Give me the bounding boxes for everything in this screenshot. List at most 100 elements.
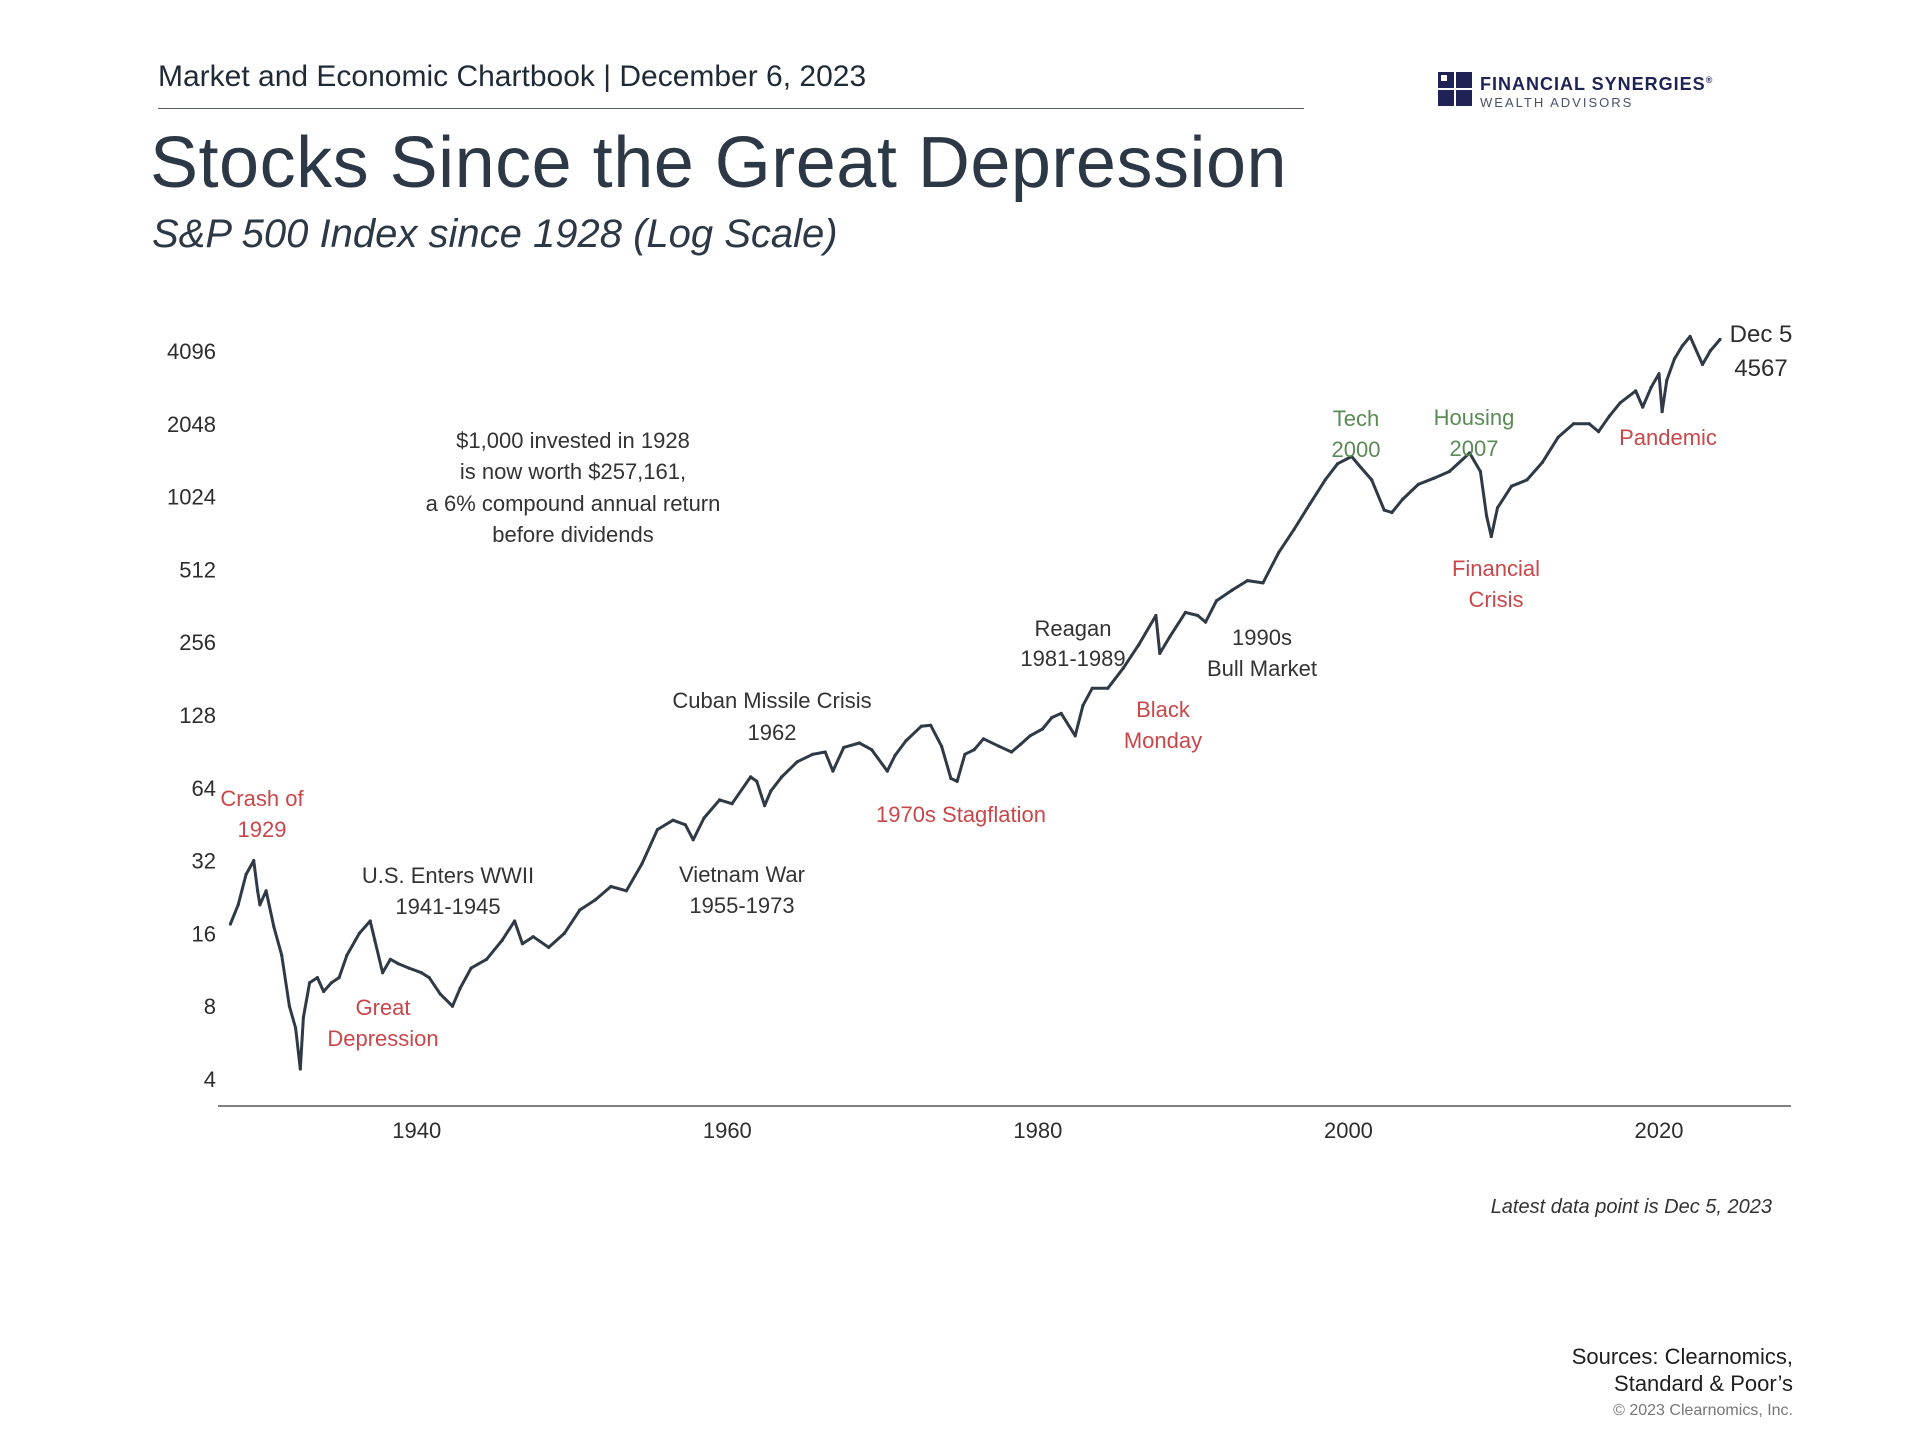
annotation-cuban-missile: Cuban Missile Crisis — [672, 688, 871, 713]
data-point — [1214, 599, 1219, 603]
data-point — [1660, 410, 1664, 414]
data-point — [609, 884, 613, 889]
data-point — [513, 919, 517, 923]
data-point — [1308, 502, 1312, 506]
annotation-invested-3: a 6% compound annual return — [426, 491, 721, 516]
annotation-black-monday-2: Monday — [1124, 728, 1202, 753]
logo-subtitle: WEALTH ADVISORS — [1480, 95, 1634, 110]
data-point — [1382, 508, 1386, 512]
annotation-tech-year: 2000 — [1332, 437, 1381, 462]
header-divider — [158, 108, 1304, 109]
annotation-stagflation: 1970s Stagflation — [876, 802, 1046, 827]
chartbook-header: Market and Economic Chartbook | December… — [158, 60, 867, 93]
data-point — [929, 723, 933, 727]
y-tick-label: 4096 — [167, 339, 216, 364]
data-point — [1607, 414, 1611, 418]
data-point — [893, 753, 897, 758]
data-point — [485, 957, 489, 961]
data-point — [280, 953, 284, 957]
data-point — [578, 908, 582, 912]
sources-line-1: Sources: Clearnomics, — [1571, 1344, 1793, 1369]
data-point — [500, 938, 504, 942]
data-point — [1230, 588, 1234, 592]
data-point — [1059, 711, 1063, 716]
data-point — [357, 931, 361, 936]
y-tick-label: 512 — [179, 557, 216, 582]
data-point — [419, 971, 423, 975]
annotation-great-depression: Great — [355, 995, 410, 1020]
data-point — [562, 931, 566, 936]
x-tick-label: 1940 — [392, 1118, 441, 1143]
data-point — [997, 744, 1001, 748]
data-point — [396, 962, 400, 966]
data-point — [780, 775, 784, 779]
latest-data-note: Latest data point is Dec 5, 2023 — [1490, 1196, 1772, 1218]
annotation-wwii-years: 1941-1945 — [395, 894, 500, 919]
data-point — [1073, 734, 1077, 738]
data-point — [1009, 750, 1014, 754]
data-point — [427, 976, 431, 980]
logo-registered: ® — [1705, 75, 1714, 85]
data-point — [1416, 482, 1420, 486]
data-point — [857, 741, 861, 745]
data-point — [811, 752, 815, 756]
data-point — [1447, 469, 1451, 474]
end-value-label: 4567 — [1734, 355, 1787, 382]
annotation-black-monday: Black — [1136, 697, 1191, 722]
data-point — [1432, 476, 1436, 480]
data-point — [1525, 478, 1529, 482]
data-point — [593, 898, 597, 902]
data-point — [1137, 643, 1141, 647]
data-point — [450, 1004, 455, 1008]
data-point — [1196, 613, 1200, 618]
data-point — [1121, 666, 1125, 670]
data-point — [407, 966, 411, 970]
data-point — [322, 989, 326, 994]
annotation-vietnam: Vietnam War — [679, 862, 805, 887]
data-point — [1040, 727, 1045, 731]
annotation-financial-crisis: Financial — [1452, 556, 1540, 581]
annotation-reagan-years: 1981-1989 — [1020, 646, 1125, 671]
data-point — [531, 935, 535, 939]
data-point — [345, 953, 349, 957]
data-point — [287, 1004, 291, 1008]
data-point — [1158, 651, 1162, 656]
data-point — [252, 859, 256, 863]
data-point — [1028, 734, 1032, 738]
annotation-cuban-missile-year: 1962 — [748, 720, 797, 745]
data-point — [671, 818, 675, 822]
data-point — [368, 919, 372, 923]
data-point — [885, 769, 889, 773]
data-point — [1468, 451, 1472, 455]
data-point — [718, 798, 722, 802]
data-point — [683, 823, 688, 827]
data-point — [1261, 581, 1265, 585]
data-point — [1350, 454, 1354, 459]
data-point — [1401, 497, 1405, 501]
data-point — [294, 1026, 298, 1030]
y-tick-label: 2048 — [167, 412, 216, 437]
data-point — [769, 789, 773, 793]
data-point — [258, 903, 262, 907]
x-tick-label: 1960 — [703, 1118, 752, 1143]
data-point — [1370, 478, 1374, 482]
data-point — [1183, 610, 1187, 615]
annotation-crash-1929-year: 1929 — [238, 817, 287, 842]
data-point — [337, 976, 341, 980]
data-point — [730, 802, 734, 806]
data-point — [315, 976, 319, 980]
data-point — [795, 760, 799, 764]
data-point — [1596, 430, 1601, 434]
y-tick-label: 64 — [192, 776, 216, 801]
data-point — [1090, 686, 1094, 690]
data-point — [1245, 579, 1250, 583]
data-point — [469, 966, 473, 970]
y-tick-label: 4 — [204, 1067, 216, 1092]
data-point — [655, 828, 660, 832]
sources-line-2: Standard & Poor’s — [1614, 1371, 1793, 1396]
annotation-wwii: U.S. Enters WWII — [362, 863, 534, 888]
y-tick-label: 1024 — [167, 485, 216, 510]
data-point — [458, 986, 462, 990]
annotation-tech: Tech — [1333, 406, 1379, 431]
